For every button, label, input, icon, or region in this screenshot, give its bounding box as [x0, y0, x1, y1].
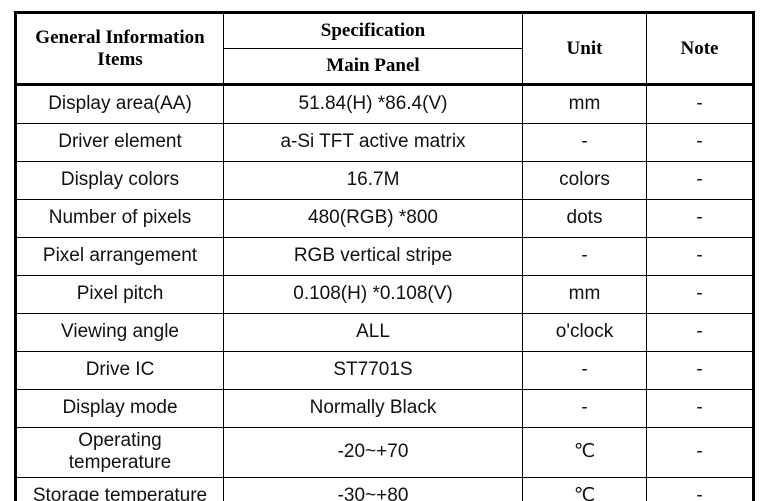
unit-cell: mm: [522, 275, 647, 314]
spec-cell: 51.84(H) *86.4(V): [223, 83, 523, 124]
note-cell: -: [646, 389, 754, 428]
table-row: Pixel pitch 0.108(H) *0.108(V) mm -: [15, 275, 754, 314]
spec-cell: RGB vertical stripe: [223, 237, 523, 276]
column-header-note: Note: [646, 12, 754, 85]
item-cell: Display colors: [15, 161, 224, 200]
item-cell: Pixel arrangement: [15, 237, 224, 276]
table-body: Display area(AA) 51.84(H) *86.4(V) mm - …: [15, 83, 754, 501]
unit-cell: ℃: [522, 427, 647, 478]
note-cell: -: [646, 427, 754, 478]
unit-cell: mm: [522, 83, 647, 124]
item-cell: Display mode: [15, 389, 224, 428]
unit-cell: -: [522, 123, 647, 162]
header-row-1: General Information Items Specification …: [15, 12, 754, 85]
table-row: Drive IC ST7701S - -: [15, 351, 754, 390]
table-row: Pixel arrangement RGB vertical stripe - …: [15, 237, 754, 276]
spec-cell: -30~+80: [223, 476, 523, 501]
spec-cell: 16.7M: [223, 161, 523, 200]
unit-cell: dots: [522, 199, 647, 238]
spec-cell: a-Si TFT active matrix: [223, 123, 523, 162]
unit-cell: -: [522, 237, 647, 276]
spec-cell: 480(RGB) *800: [223, 199, 523, 238]
spec-cell: Normally Black: [223, 389, 523, 428]
unit-cell: o'clock: [522, 313, 647, 352]
note-cell: -: [646, 83, 754, 124]
table-row: Storage temperature -30~+80 ℃ -: [15, 476, 754, 501]
item-cell: Pixel pitch: [15, 275, 224, 314]
item-cell: Number of pixels: [15, 199, 224, 238]
note-cell: -: [646, 199, 754, 238]
table-row: Number of pixels 480(RGB) *800 dots -: [15, 199, 754, 238]
column-header-general-information-items: General Information Items: [15, 12, 224, 85]
item-cell: Driver element: [15, 123, 224, 162]
item-cell: Operating temperature: [15, 427, 224, 478]
note-cell: -: [646, 351, 754, 390]
note-cell: -: [646, 275, 754, 314]
note-cell: -: [646, 161, 754, 200]
table-row: Display colors 16.7M colors -: [15, 161, 754, 200]
header-row-2: Main Panel: [16, 48, 754, 85]
table-row: Operating temperature -20~+70 ℃ -: [15, 427, 754, 478]
table-row: Driver element a-Si TFT active matrix - …: [15, 123, 754, 162]
general-information-table: General Information Items Specification …: [14, 11, 755, 501]
item-cell: Drive IC: [15, 351, 224, 390]
item-cell: Viewing angle: [15, 313, 224, 352]
table-row: Display area(AA) 51.84(H) *86.4(V) mm -: [15, 83, 754, 124]
unit-cell: ℃: [522, 476, 647, 501]
item-cell: Display area(AA): [15, 83, 224, 124]
unit-cell: -: [522, 389, 647, 428]
column-subheader-main-panel: Main Panel: [223, 48, 523, 85]
note-cell: -: [646, 476, 754, 501]
table-row: Viewing angle ALL o'clock -: [15, 313, 754, 352]
note-cell: -: [646, 313, 754, 352]
table-header: General Information Items Specification …: [15, 12, 754, 85]
spec-cell: ALL: [223, 313, 523, 352]
spec-cell: 0.108(H) *0.108(V): [223, 275, 523, 314]
column-header-specification: Specification: [223, 12, 523, 49]
unit-cell: -: [522, 351, 647, 390]
note-cell: -: [646, 123, 754, 162]
note-cell: -: [646, 237, 754, 276]
table-row: Display mode Normally Black - -: [15, 389, 754, 428]
item-cell: Storage temperature: [15, 476, 224, 501]
column-header-unit: Unit: [522, 12, 647, 85]
spec-cell: ST7701S: [223, 351, 523, 390]
spec-cell: -20~+70: [223, 427, 523, 478]
unit-cell: colors: [522, 161, 647, 200]
